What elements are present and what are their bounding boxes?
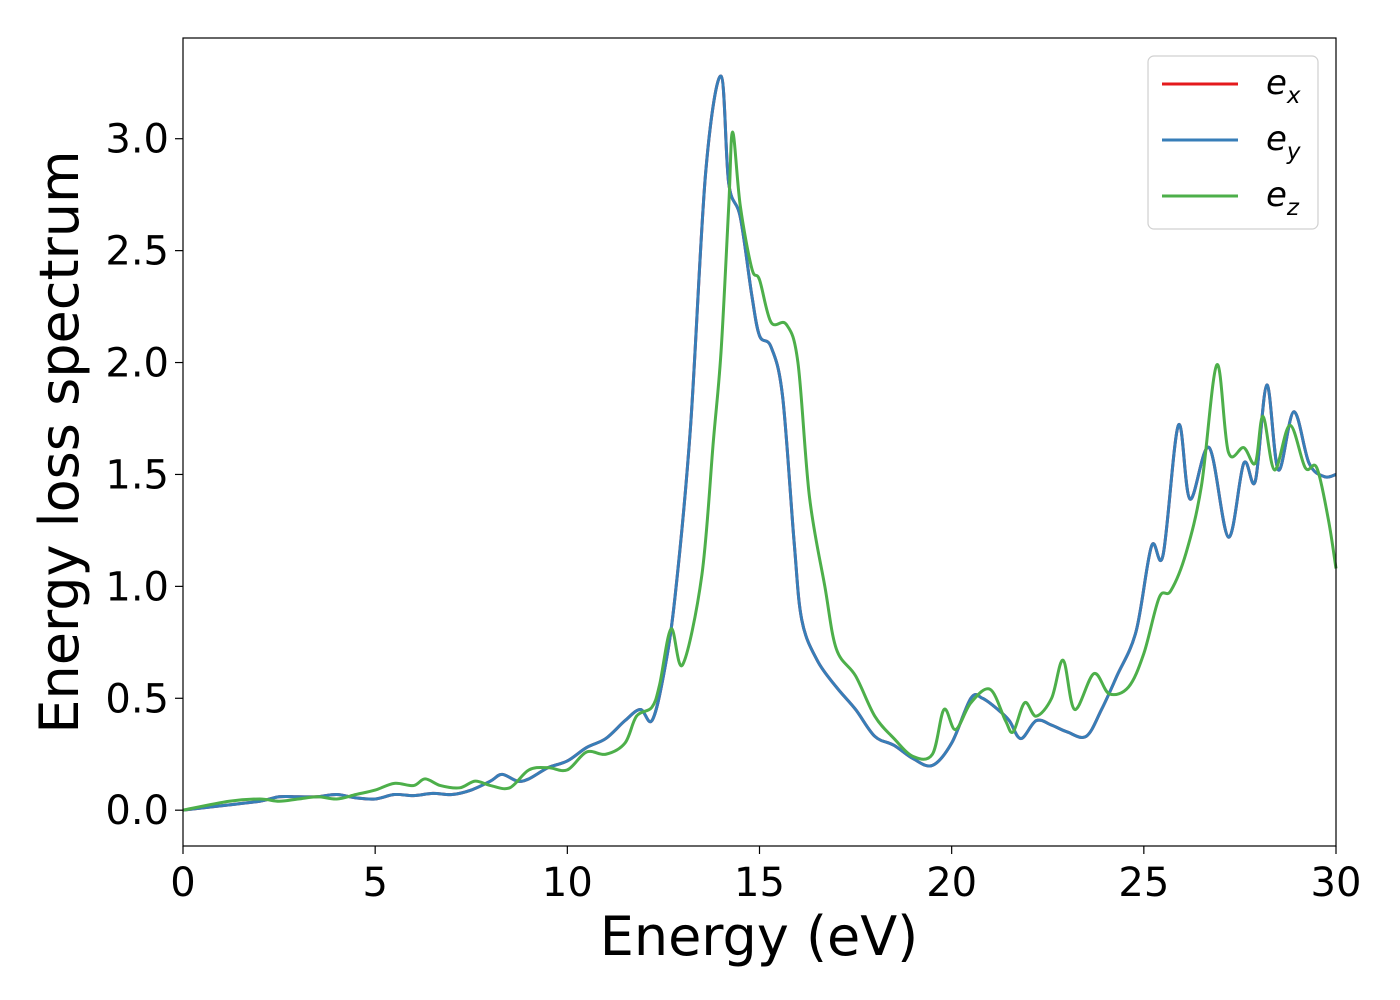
x-tick-label: 0 xyxy=(170,860,195,906)
y-tick-label: 3.0 xyxy=(105,117,169,163)
x-axis-title: Energy (eV) xyxy=(600,905,919,968)
x-tick-label: 25 xyxy=(1118,860,1169,906)
legend-subscript: x xyxy=(1286,83,1301,109)
x-axis: 0 5 10 15 20 25 30 xyxy=(170,846,1361,906)
y-tick-label: 0.0 xyxy=(105,788,169,834)
plot-background xyxy=(183,38,1336,846)
legend-box xyxy=(1147,55,1319,230)
y-tick-label: 2.5 xyxy=(105,229,169,275)
series-line-e-y xyxy=(182,74,1337,812)
x-tick-label: 10 xyxy=(542,860,593,906)
legend-subscript: y xyxy=(1286,139,1301,165)
x-tick-label: 5 xyxy=(362,860,387,906)
y-tick-label: 0.5 xyxy=(105,676,169,722)
y-axis-title: Energy loss spectrum xyxy=(28,150,91,733)
x-tick-label: 15 xyxy=(734,860,785,906)
y-tick-label: 1.5 xyxy=(105,452,169,498)
legend-subscript: z xyxy=(1286,195,1300,221)
series-line-e-z xyxy=(182,130,1338,812)
y-tick-label: 1.0 xyxy=(105,564,169,610)
y-axis: 0.0 0.5 1.0 1.5 2.0 2.5 3.0 xyxy=(105,117,183,834)
y-tick-label: 2.0 xyxy=(105,341,169,387)
series-layer xyxy=(182,74,1338,812)
x-tick-label: 30 xyxy=(1311,860,1362,906)
x-tick-label: 20 xyxy=(926,860,977,906)
